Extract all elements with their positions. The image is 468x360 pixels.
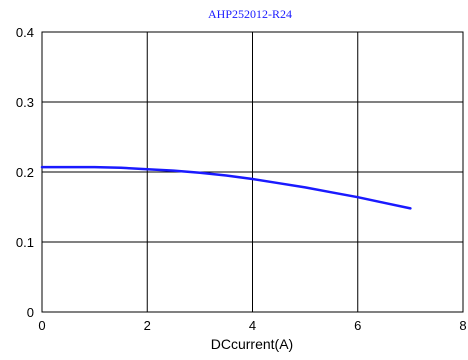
y-tick-label: 0.2 <box>16 165 34 180</box>
tick-labels: 0 2 4 6 8 0 0.1 0.2 0.3 0.4 <box>16 25 467 333</box>
y-tick-label: 0 <box>27 305 34 320</box>
x-axis-label: DCcurrent(A) <box>211 336 293 352</box>
x-tick-label: 4 <box>249 318 256 333</box>
series-line <box>40 165 412 210</box>
y-tick-label: 0.1 <box>16 235 34 250</box>
x-tick-label: 0 <box>38 318 45 333</box>
x-tick-label: 2 <box>144 318 151 333</box>
y-tick-label: 0.3 <box>16 95 34 110</box>
x-tick-label: 6 <box>354 318 361 333</box>
x-tick-label: 8 <box>459 318 466 333</box>
chart-title: AHP252012-R24 <box>208 7 292 21</box>
y-tick-label: 0.4 <box>16 25 34 40</box>
series-group <box>40 165 412 210</box>
grid <box>42 32 463 312</box>
